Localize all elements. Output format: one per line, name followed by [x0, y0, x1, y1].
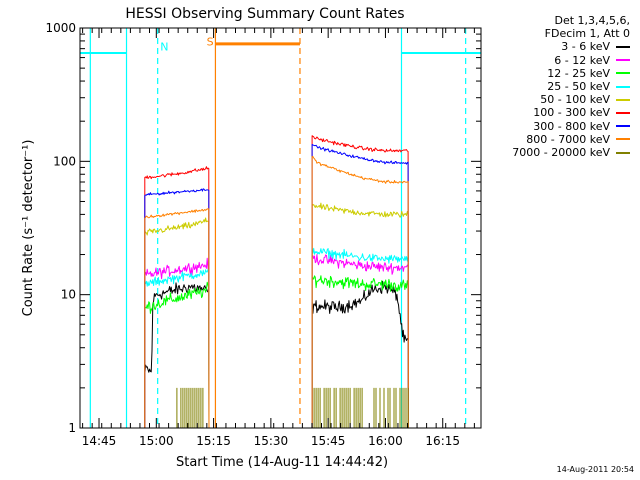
series-counts-path — [313, 387, 363, 428]
legend-swatch — [616, 46, 630, 48]
legend-swatch — [616, 138, 630, 141]
y-tick-label: 1000 — [45, 21, 76, 35]
y-tick-label: 10 — [61, 288, 76, 302]
legend-entry: 25 - 50 keV — [512, 80, 630, 93]
series-path — [311, 202, 409, 429]
legend-entry: 6 - 12 keV — [512, 54, 630, 67]
x-axis-label: Start Time (14-Aug-11 14:44:42) — [176, 455, 388, 470]
legend-entry: 12 - 25 keV — [512, 67, 630, 80]
legend-entry-label: 800 - 7000 keV — [526, 132, 610, 146]
legend-swatch — [616, 98, 630, 101]
x-tick-label: 14:45 — [82, 434, 117, 448]
series-100-300keV — [144, 135, 409, 429]
legend-swatch — [616, 72, 630, 75]
y-tick-label: 100 — [53, 154, 76, 168]
series-path — [144, 166, 210, 429]
plot-frame — [79, 27, 482, 429]
series-path — [311, 280, 409, 429]
series-counts-path — [176, 387, 204, 428]
series-path — [144, 282, 210, 429]
legend-swatch — [616, 125, 630, 128]
series-25-50keV — [144, 247, 409, 429]
series-path — [144, 281, 210, 429]
legend-entry: 50 - 100 keV — [512, 93, 630, 106]
annotation-label: N — [160, 40, 168, 53]
legend-entry-label: 7000 - 20000 keV — [512, 146, 610, 160]
series-300-800keV — [144, 144, 409, 429]
legend-entry-label: 25 - 50 keV — [547, 80, 610, 94]
legend-entry: 7000 - 20000 keV — [512, 146, 630, 159]
chart-title: HESSI Observing Summary Count Rates — [125, 6, 404, 22]
legend-entry: 3 - 6 keV — [512, 40, 630, 53]
x-tick-label: 15:30 — [254, 434, 289, 448]
legend-entry: 800 - 7000 keV — [512, 133, 630, 146]
legend-entry-label: 100 - 300 keV — [533, 106, 610, 120]
generated-timestamp: 14-Aug-2011 20:54 — [556, 465, 634, 474]
legend-entry-label: 6 - 12 keV — [554, 53, 610, 67]
series-path — [311, 275, 409, 429]
series-path — [144, 257, 210, 429]
x-tick-label: 15:00 — [139, 434, 174, 448]
series-7000-20000keV — [176, 387, 409, 428]
legend-swatch — [616, 112, 630, 115]
series-counts-path — [373, 387, 409, 428]
series-3-6keV — [144, 280, 409, 429]
legend-swatch — [616, 151, 630, 154]
series-path — [311, 254, 409, 429]
legend-entry: 100 - 300 keV — [512, 106, 630, 119]
series-path — [144, 188, 210, 429]
legend-entry-label: 3 - 6 keV — [561, 40, 610, 54]
y-axis-label: Count Rate (s⁻¹ detector⁻¹) — [21, 140, 36, 317]
series-path — [144, 269, 210, 429]
series-12-25keV — [144, 275, 409, 429]
series-path — [311, 156, 409, 429]
series-6-12keV — [144, 254, 409, 429]
legend-header-line-1: Det 1,3,4,5,6, — [554, 14, 630, 27]
series-path — [311, 135, 409, 429]
series-path — [144, 217, 210, 429]
plot-axes: 14:45 15:00 15:15 15:30 15:45 16:00 16:15 1 10 10… — [45, 21, 482, 448]
legend-swatch — [616, 59, 630, 62]
series-800-7000keV — [144, 156, 409, 429]
series-path — [311, 247, 409, 429]
legend-entry-label: 50 - 100 keV — [540, 93, 610, 107]
series-50-100keV — [144, 202, 409, 429]
plot-series — [144, 135, 409, 429]
series-path — [144, 208, 210, 429]
legend-entry: 300 - 800 keV — [512, 120, 630, 133]
legend-entry-label: 12 - 25 keV — [547, 66, 610, 80]
annotation-label: S — [207, 35, 214, 48]
legend-swatch — [616, 85, 630, 88]
legend-entry-label: 300 - 800 keV — [533, 119, 610, 133]
y-tick-label: 1 — [68, 421, 76, 435]
legend: Det 1,3,4,5,6, FDecim 1, Att 0 3 - 6 keV… — [512, 14, 630, 159]
legend-header-line-2: FDecim 1, Att 0 — [544, 27, 630, 41]
x-tick-label: 16:00 — [368, 434, 403, 448]
x-tick-label: 16:15 — [425, 434, 460, 448]
x-tick-label: 15:45 — [311, 434, 346, 448]
series-path — [311, 144, 409, 429]
x-tick-label: 15:15 — [196, 434, 231, 448]
